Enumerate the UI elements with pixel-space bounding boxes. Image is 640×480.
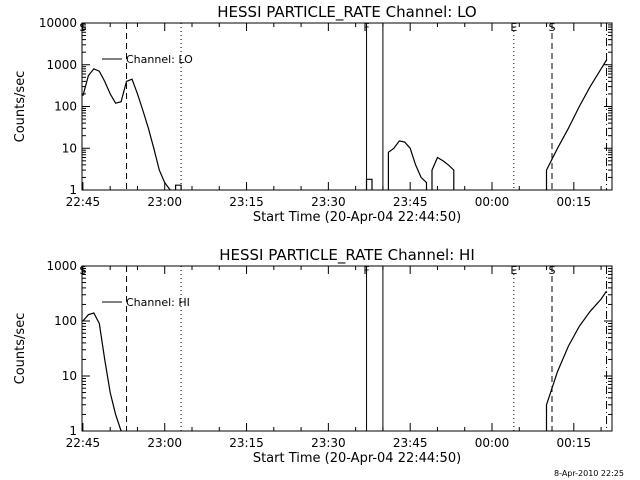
marker-label: F [363, 264, 369, 277]
footer-timestamp: 8-Apr-2010 22:25 [554, 469, 624, 478]
panel-channel-hi: HESSI PARTICLE_RATE Channel: HI 22:45 23:0… [13, 246, 613, 466]
series-line [82, 68, 171, 191]
y-tick-label: 1 [69, 183, 77, 197]
marker-label: S [79, 21, 86, 34]
chart-title: HESSI PARTICLE_RATE Channel: HI [219, 246, 475, 265]
legend-label: Channel: LO [126, 53, 193, 66]
y-tick-label: 100 [54, 314, 77, 328]
plot-frame [81, 22, 613, 191]
chart-title: HESSI PARTICLE_RATE Channel: LO [217, 3, 476, 22]
x-tick-label: 23:45 [393, 195, 428, 209]
marker-label: S [549, 21, 556, 34]
marker-label: E [510, 264, 517, 277]
series-line [387, 140, 428, 190]
series-line [545, 290, 607, 431]
x-tick-label: 23:00 [147, 195, 182, 209]
x-tick-label: 00:00 [475, 195, 510, 209]
y-tick-label: 10 [62, 141, 77, 155]
y-tick-label: 1 [69, 424, 77, 438]
x-tick-label: 23:00 [147, 436, 182, 450]
marker-label: S [549, 264, 556, 277]
x-tick-label: 00:00 [475, 436, 510, 450]
x-tick-label: 22:45 [66, 195, 101, 209]
y-tick-label: 1000 [46, 259, 77, 273]
series-line [175, 184, 182, 190]
marker-label: S [79, 264, 86, 277]
x-tick-label: 22:45 [66, 436, 101, 450]
y-axis-label: Counts/sec [13, 313, 28, 385]
y-tick-label: 10000 [39, 16, 77, 30]
x-axis-label: Start Time (20-Apr-04 22:44:50) [253, 451, 461, 466]
x-tick-label: 00:15 [557, 436, 592, 450]
marker-label: E [510, 21, 517, 34]
x-tick-label: 23:45 [393, 436, 428, 450]
x-tick-label: 23:30 [311, 195, 346, 209]
plot-frame [81, 265, 613, 432]
legend-label: Channel: HI [126, 296, 190, 309]
marker-label: F [363, 21, 369, 34]
series-line [82, 312, 122, 432]
x-tick-label: 00:15 [557, 195, 592, 209]
x-tick-label: 23:15 [229, 436, 264, 450]
x-tick-label: 23:15 [229, 195, 264, 209]
y-tick-label: 1000 [46, 58, 77, 72]
x-axis-label: Start Time (20-Apr-04 22:44:50) [253, 210, 461, 225]
y-tick-label: 100 [54, 100, 77, 114]
y-tick-label: 10 [62, 369, 77, 383]
y-axis-label: Counts/sec [13, 71, 28, 143]
panel-channel-lo: HESSI PARTICLE_RATE Channel: LO 22:45 23:0… [13, 3, 613, 225]
series-line [365, 178, 373, 190]
x-tick-label: 23:30 [311, 436, 346, 450]
series-line [545, 59, 608, 190]
series-line [431, 156, 455, 190]
